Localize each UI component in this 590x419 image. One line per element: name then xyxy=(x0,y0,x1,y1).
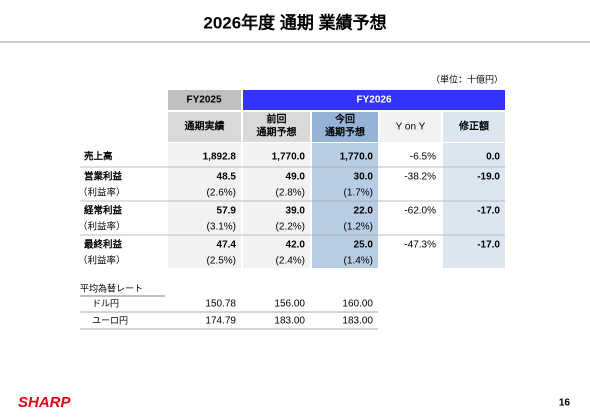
group-header: FY2026 xyxy=(356,95,391,106)
fx-cell: 150.78 xyxy=(205,299,236,310)
cell: 48.5 xyxy=(217,172,237,183)
column-header: 今回 xyxy=(334,113,355,126)
column-header-bg xyxy=(168,112,241,142)
cell: (2.5%) xyxy=(207,256,236,267)
cell: -17.0 xyxy=(477,206,500,217)
cell: 47.4 xyxy=(217,240,237,251)
row-label: 経常利益 xyxy=(84,205,123,217)
row-label: （利益率） xyxy=(78,255,126,267)
cell: 49.0 xyxy=(286,172,306,183)
fx-cell: 160.00 xyxy=(342,299,373,310)
cell: (2.8%) xyxy=(276,188,305,199)
column-bg xyxy=(312,143,378,268)
cell: 1,770.0 xyxy=(340,152,374,163)
column-header: 通期予想 xyxy=(325,126,365,139)
cell: (1.4%) xyxy=(344,256,373,267)
cell: (3.1%) xyxy=(207,222,236,233)
fx-label: ドル円 xyxy=(92,298,119,308)
group-header-bg xyxy=(168,90,241,110)
row-label: （利益率） xyxy=(78,187,126,199)
column-header-bg xyxy=(443,112,505,142)
fx-label: ユーロ円 xyxy=(92,315,128,325)
cell: 1,892.8 xyxy=(203,152,237,163)
column-bg xyxy=(243,143,310,268)
cell: (2.4%) xyxy=(276,256,305,267)
column-header: Y on Y xyxy=(396,122,426,133)
column-header-bg xyxy=(380,112,441,142)
fx-cell: 183.00 xyxy=(274,316,305,327)
cell: 0.0 xyxy=(486,152,500,163)
page-number: 16 xyxy=(559,398,571,409)
column-header: 修正額 xyxy=(458,120,489,133)
logo: SHARP xyxy=(18,394,72,411)
cell: -62.0% xyxy=(404,206,436,217)
row-label: 営業利益 xyxy=(84,171,123,183)
column-bg xyxy=(168,143,241,268)
cell: (2.2%) xyxy=(276,222,305,233)
cell: 30.0 xyxy=(354,172,374,183)
fx-cell: 156.00 xyxy=(274,299,305,310)
slide-title: 2026年度 通期 業績予想 xyxy=(203,12,386,32)
cell: (2.6%) xyxy=(207,188,236,199)
row-label: （利益率） xyxy=(78,221,126,233)
column-header: 通期予想 xyxy=(257,126,297,139)
row-label: 売上高 xyxy=(84,151,113,163)
column-header-bg xyxy=(312,112,378,142)
cell: (1.7%) xyxy=(344,188,373,199)
fx-cell: 174.79 xyxy=(205,316,236,327)
group-header: FY2025 xyxy=(186,95,221,106)
cell: 57.9 xyxy=(217,206,237,217)
cell: 42.0 xyxy=(286,240,306,251)
cell: 25.0 xyxy=(354,240,374,251)
cell: 1,770.0 xyxy=(272,152,306,163)
cell: -47.3% xyxy=(404,240,436,251)
column-header: 通期実績 xyxy=(185,120,225,133)
group-header-bg xyxy=(243,90,505,110)
unit: （単位：十億円） xyxy=(431,73,503,84)
fx-title: 平均為替レート xyxy=(80,282,143,293)
cell: (1.2%) xyxy=(344,222,373,233)
fx-cell: 183.00 xyxy=(342,316,373,327)
cell: -19.0 xyxy=(477,172,500,183)
cell: -38.2% xyxy=(404,172,436,183)
column-header-bg xyxy=(243,112,310,142)
row-label: 最終利益 xyxy=(84,239,123,251)
cell: -6.5% xyxy=(410,152,436,163)
cell: -17.0 xyxy=(477,240,500,251)
cell: 22.0 xyxy=(354,206,374,217)
cell: 39.0 xyxy=(286,206,306,217)
column-bg xyxy=(443,143,505,268)
column-header: 前回 xyxy=(267,113,287,126)
